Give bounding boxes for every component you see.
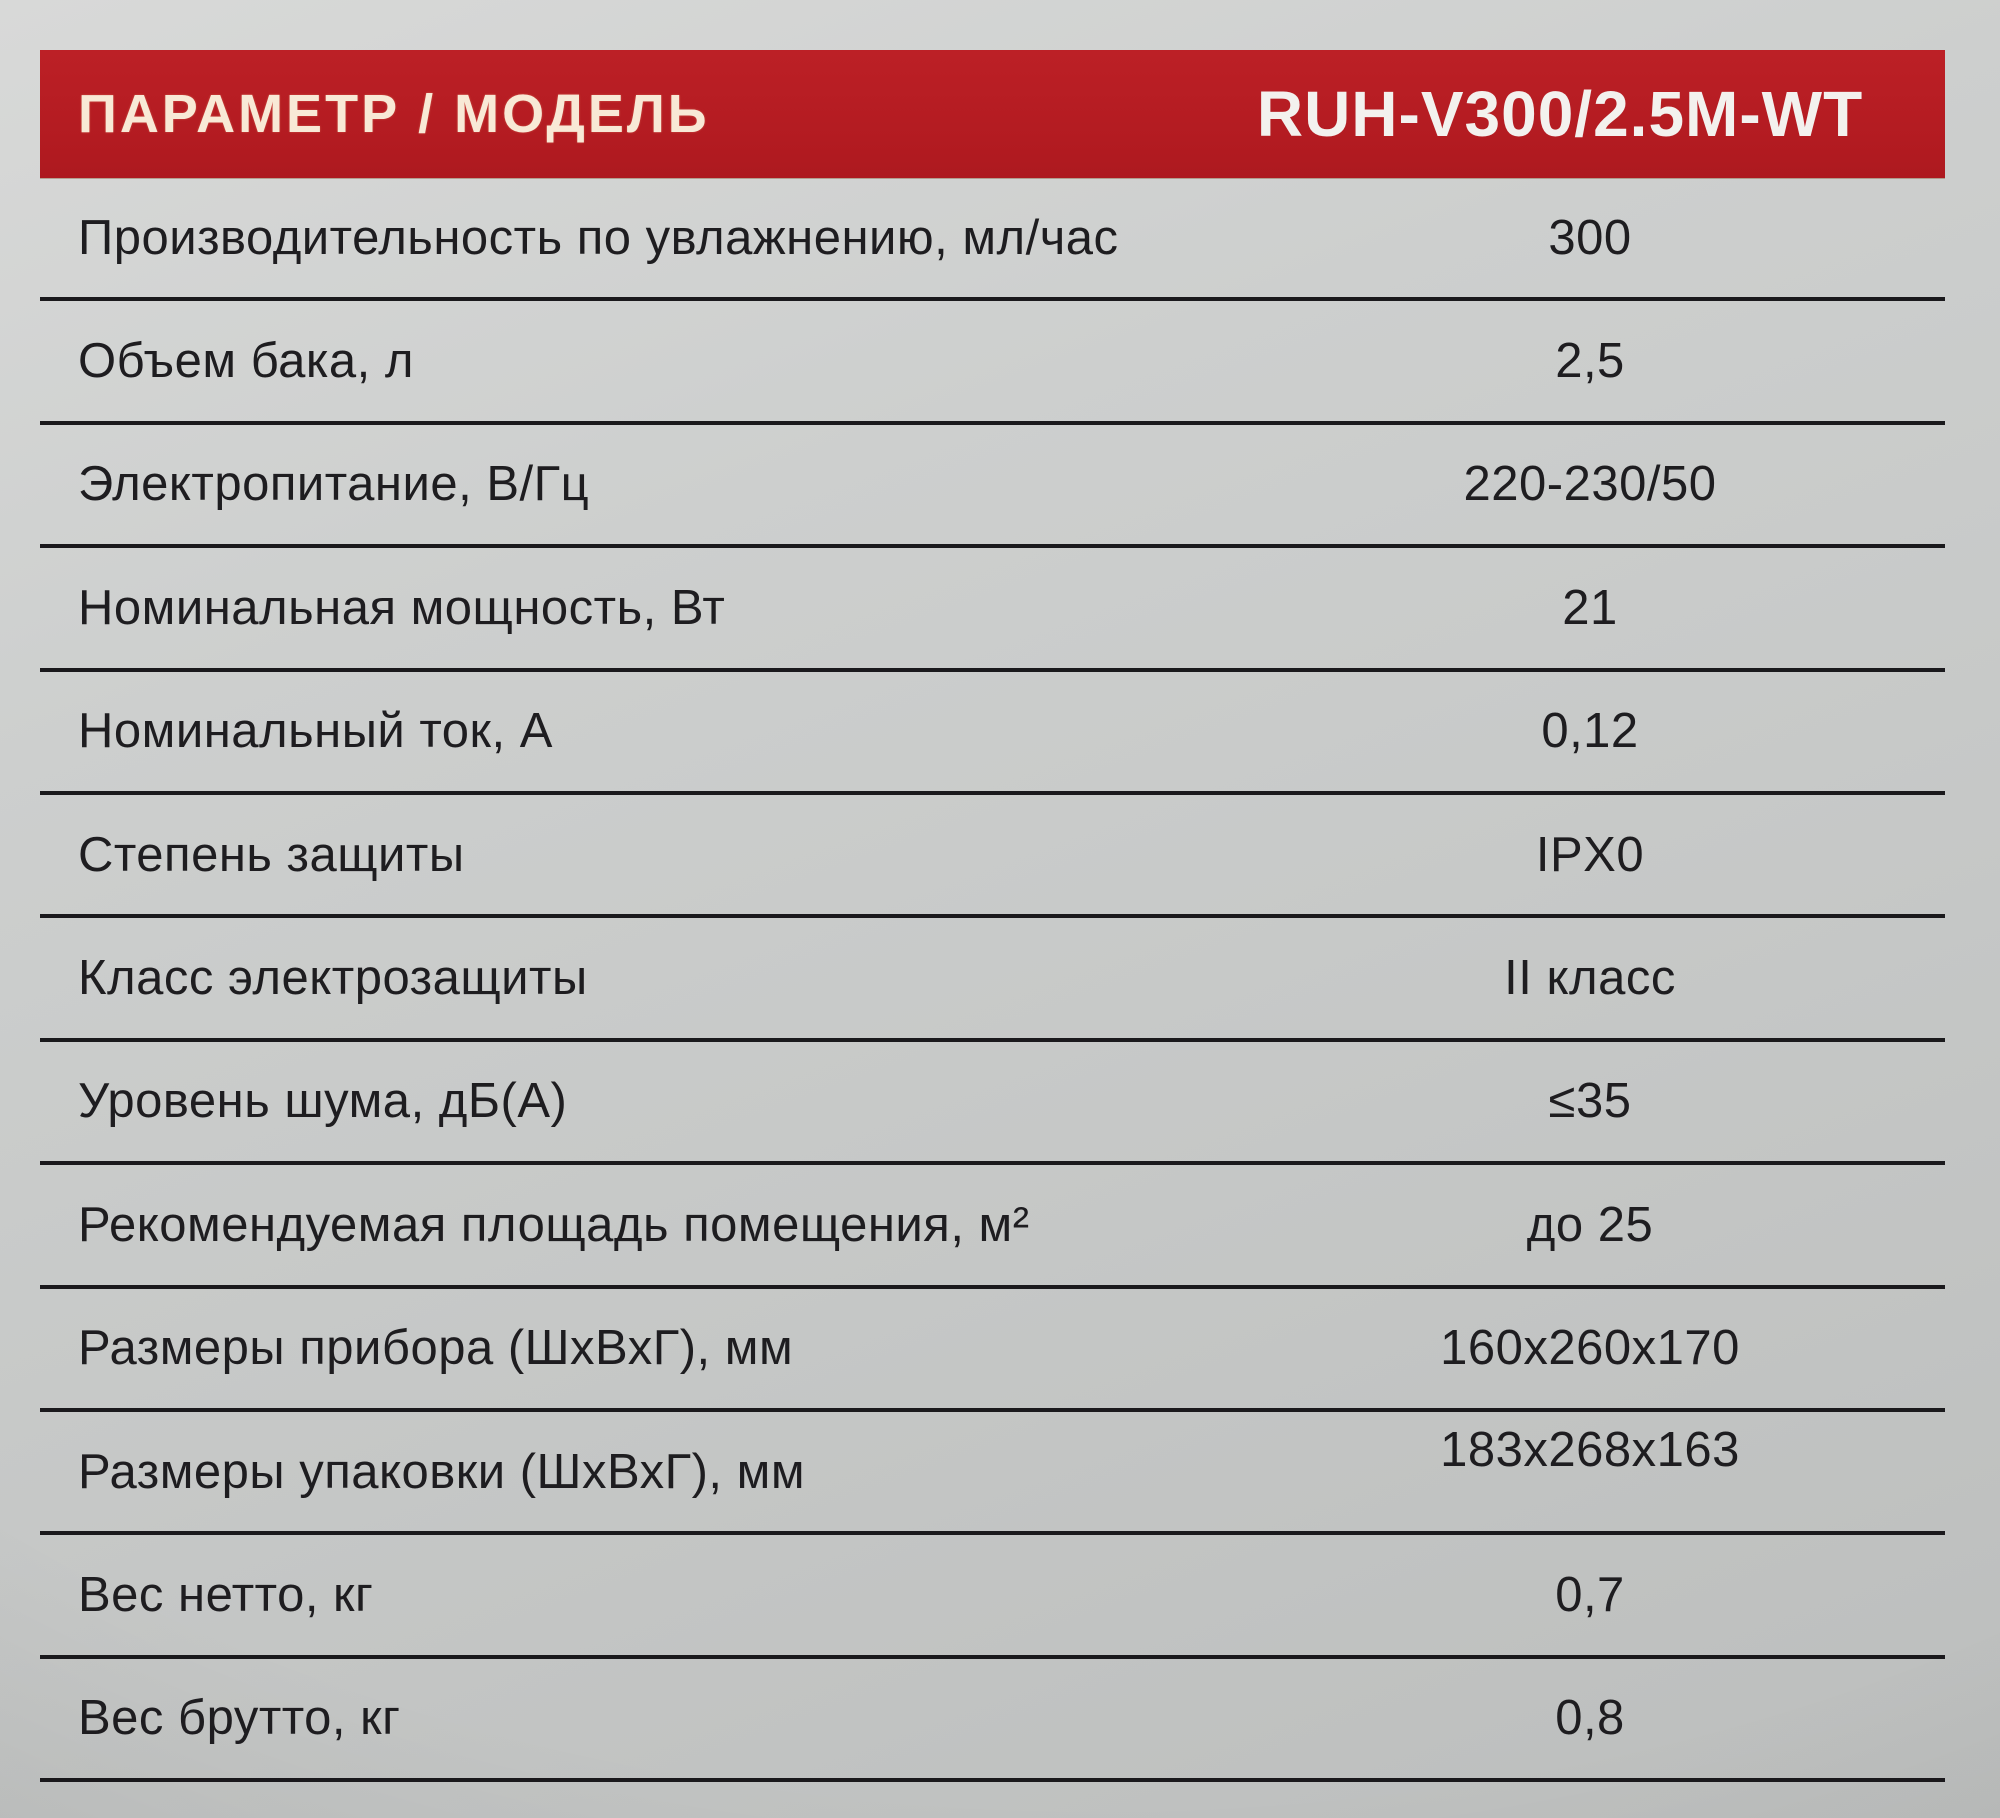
row-value: ≤35 [1548, 1074, 1632, 1129]
table-row: Объем бака, л 2,5 [40, 301, 1945, 425]
row-value: 300 [1548, 210, 1632, 265]
table-row: Электропитание, В/Гц 220-230/50 [40, 425, 1945, 549]
row-value: до 25 [1526, 1197, 1654, 1252]
row-value: II класс [1504, 951, 1676, 1006]
row-label: Производительность по увлажнению, мл/час [78, 210, 1119, 265]
row-value: 0,7 [1555, 1567, 1625, 1622]
table-row: Номинальная мощность, Вт 21 [40, 548, 1945, 672]
row-label: Вес брутто, кг [78, 1691, 401, 1746]
row-value: 160x260x170 [1440, 1321, 1740, 1376]
table-row: Рекомендуемая площадь помещения, м² до 2… [40, 1165, 1945, 1289]
row-value: 220-230/50 [1463, 457, 1717, 512]
row-value: 0,8 [1555, 1691, 1625, 1746]
table-row: Степень защиты IPX0 [40, 795, 1945, 919]
table-rows: Производительность по увлажнению, мл/час… [40, 178, 1945, 1783]
row-label: Вес нетто, кг [78, 1567, 374, 1622]
header-model-label: RUH-V300/2.5M-WT [1256, 78, 1864, 150]
table-row: Класс электрозащиты II класс [40, 918, 1945, 1042]
table-row: Номинальный ток, А 0,12 [40, 672, 1945, 795]
spec-table: ПАРАМЕТР / МОДЕЛЬ RUH-V300/2.5M-WT Произ… [40, 50, 1945, 1783]
row-label: Электропитание, В/Гц [78, 457, 590, 512]
row-value: 21 [1562, 580, 1618, 635]
row-label: Степень защиты [78, 827, 465, 882]
row-label: Объем бака, л [78, 334, 415, 389]
table-row: Вес нетто, кг 0,7 [40, 1535, 1945, 1659]
row-value: 183x268x163 [1440, 1422, 1740, 1477]
header-param-label: ПАРАМЕТР / МОДЕЛЬ [78, 84, 710, 144]
row-label: Номинальный ток, А [78, 704, 553, 759]
row-label: Уровень шума, дБ(А) [78, 1074, 568, 1129]
table-row: Уровень шума, дБ(А) ≤35 [40, 1042, 1945, 1166]
row-label: Размеры прибора (ШхВхГ), мм [78, 1321, 794, 1376]
row-value: IPX0 [1535, 827, 1645, 882]
table-header: ПАРАМЕТР / МОДЕЛЬ RUH-V300/2.5M-WT [40, 50, 1945, 178]
table-row: Размеры упаковки (ШхВхГ), мм 183x268x163 [40, 1412, 1945, 1536]
table-row: Производительность по увлажнению, мл/час… [40, 178, 1945, 302]
row-value: 2,5 [1555, 334, 1625, 389]
row-label: Номинальная мощность, Вт [78, 580, 726, 635]
table-row: Размеры прибора (ШхВхГ), мм 160x260x170 [40, 1289, 1945, 1412]
row-value: 0,12 [1541, 704, 1639, 759]
row-label: Рекомендуемая площадь помещения, м² [78, 1197, 1030, 1252]
row-label: Класс электрозащиты [78, 951, 588, 1006]
row-label: Размеры упаковки (ШхВхГ), мм [78, 1444, 806, 1499]
table-row: Вес брутто, кг 0,8 [40, 1659, 1945, 1783]
